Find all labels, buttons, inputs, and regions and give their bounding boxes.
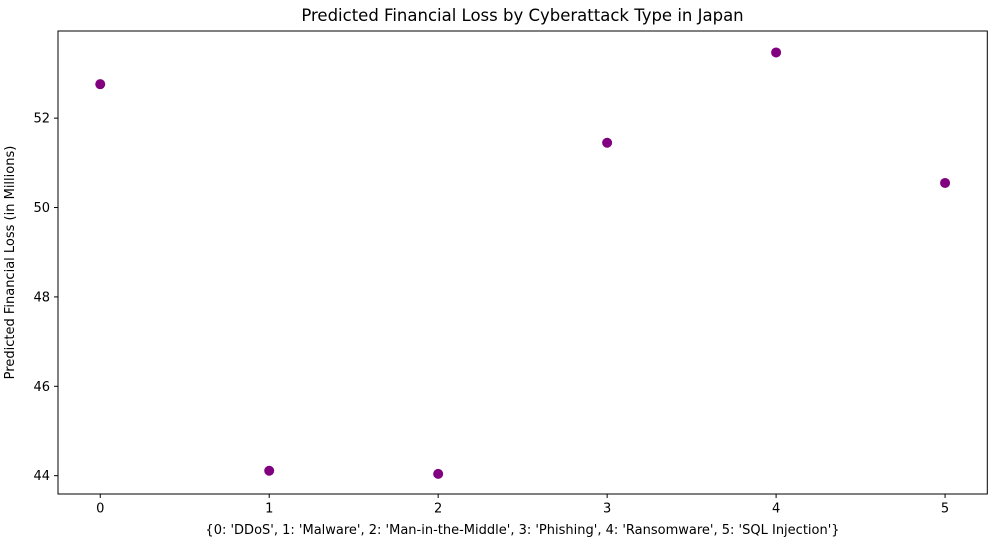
- x-tick-label: 0: [96, 502, 104, 517]
- data-point: [95, 79, 106, 90]
- y-tick-label: 44: [33, 469, 50, 484]
- x-tick-label: 5: [941, 502, 949, 517]
- y-tick-label: 50: [33, 201, 50, 216]
- axes-frame: [57, 30, 988, 495]
- data-point: [771, 47, 782, 58]
- data-point: [433, 468, 444, 479]
- y-tick-label: 48: [33, 290, 50, 305]
- y-axis-label: Predicted Financial Loss (in Millions): [3, 146, 18, 380]
- data-point: [264, 465, 275, 476]
- x-tick-label: 1: [265, 502, 273, 517]
- x-axis-label: {0: 'DDoS', 1: 'Malware', 2: 'Man-in-the…: [205, 523, 839, 538]
- data-point: [602, 137, 613, 148]
- chart-title: Predicted Financial Loss by Cyberattack …: [301, 6, 743, 25]
- x-tick-label: 4: [772, 502, 780, 517]
- x-tick-label: 3: [603, 502, 611, 517]
- y-tick-label: 52: [33, 112, 50, 127]
- plot-generated-content: 0 1 2 3 4 5 44 46 48 50 52: [33, 30, 988, 517]
- x-tick-label: 2: [434, 502, 442, 517]
- y-tick-label: 46: [33, 380, 50, 395]
- data-point: [940, 177, 951, 188]
